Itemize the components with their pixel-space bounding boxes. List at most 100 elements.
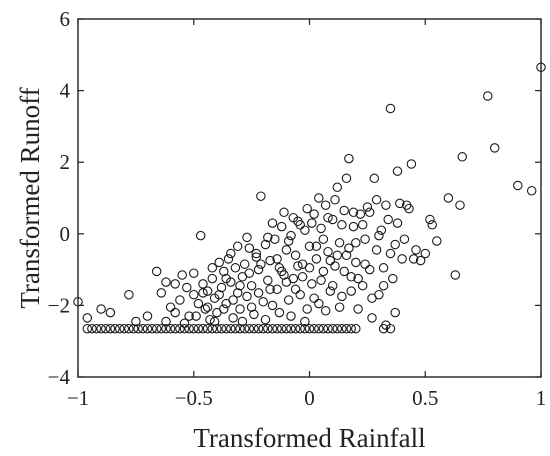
data-point [432, 236, 442, 246]
data-point [348, 207, 359, 218]
data-point [348, 221, 359, 232]
data-point [300, 316, 310, 327]
data-point [376, 225, 387, 235]
data-point [267, 323, 278, 334]
data-point [406, 159, 417, 169]
data-point [314, 323, 324, 334]
data-point [207, 263, 218, 273]
data-point [276, 266, 287, 277]
data-point [251, 252, 262, 262]
data-point [378, 280, 389, 291]
data-point [357, 280, 368, 291]
data-point [341, 250, 352, 261]
data-point [300, 323, 310, 334]
data-point [318, 266, 329, 277]
data-point [258, 297, 268, 307]
data-point [316, 275, 326, 286]
x-tick-label: −0.5 [175, 386, 213, 410]
data-point [161, 323, 171, 334]
data-point [320, 200, 331, 210]
data-point [344, 153, 354, 164]
data-point [337, 291, 347, 302]
data-point [96, 323, 106, 334]
data-point [316, 223, 326, 234]
data-point [161, 277, 171, 287]
data-point [404, 203, 414, 214]
data-point [239, 323, 250, 334]
data-point [235, 323, 245, 334]
data-point [526, 186, 537, 196]
data-point [325, 286, 336, 296]
data-point [193, 298, 204, 309]
data-point [483, 91, 493, 101]
data-point [263, 323, 273, 334]
x-tick-label: 0.5 [412, 386, 438, 410]
data-point [390, 307, 400, 318]
data-point [258, 323, 268, 334]
data-point [198, 288, 208, 298]
data-point [309, 323, 319, 334]
data-point [371, 245, 382, 255]
data-point [205, 314, 215, 325]
data-point [242, 232, 252, 243]
data-point [189, 323, 199, 334]
data-point [226, 248, 236, 259]
data-point [235, 304, 245, 314]
data-point [274, 307, 285, 318]
data-point [314, 298, 324, 309]
data-point [360, 234, 370, 244]
data-point [304, 241, 315, 252]
data-point [327, 280, 338, 291]
data-point [318, 323, 329, 334]
data-point [216, 323, 227, 334]
data-point [232, 288, 243, 298]
data-point [267, 300, 278, 311]
data-point [272, 284, 282, 295]
data-point [443, 193, 454, 203]
y-axis-label: Transformed Runoff [15, 87, 45, 308]
data-point [223, 254, 234, 264]
data-point [128, 323, 139, 334]
data-point [156, 288, 167, 298]
data-point [362, 202, 373, 212]
data-point [408, 254, 419, 264]
y-tick-label: −4 [48, 365, 71, 389]
data-point [228, 295, 238, 305]
data-point [142, 323, 153, 334]
data-point [184, 311, 194, 321]
data-point [381, 320, 391, 330]
data-point [353, 273, 363, 284]
data-point [87, 323, 97, 334]
data-point [177, 270, 187, 280]
data-point [151, 266, 162, 277]
data-point [133, 323, 143, 334]
data-point [161, 316, 171, 327]
data-point [202, 286, 213, 296]
data-point [302, 203, 312, 214]
data-point [253, 288, 264, 298]
axis-ticks: −1 −0.5 0 0.5 1 −4 −2 0 2 4 6 [48, 7, 547, 410]
data-point [351, 257, 361, 268]
data-point [267, 218, 278, 228]
data-point [179, 318, 190, 329]
data-point [330, 261, 340, 271]
data-point [202, 302, 213, 312]
data-point [390, 239, 400, 250]
data-point [246, 302, 257, 312]
y-tick-label: 0 [60, 222, 71, 246]
data-point [82, 323, 93, 334]
data-point [411, 245, 421, 255]
data-point [341, 173, 352, 184]
data-point [353, 304, 363, 314]
data-point [295, 220, 305, 230]
data-point [263, 232, 273, 243]
data-point [304, 263, 315, 273]
data-point [290, 323, 301, 334]
data-point [265, 284, 275, 295]
data-point [184, 323, 194, 334]
data-point [337, 220, 347, 230]
data-point [283, 236, 294, 246]
data-point [281, 245, 292, 255]
data-point [323, 323, 333, 334]
